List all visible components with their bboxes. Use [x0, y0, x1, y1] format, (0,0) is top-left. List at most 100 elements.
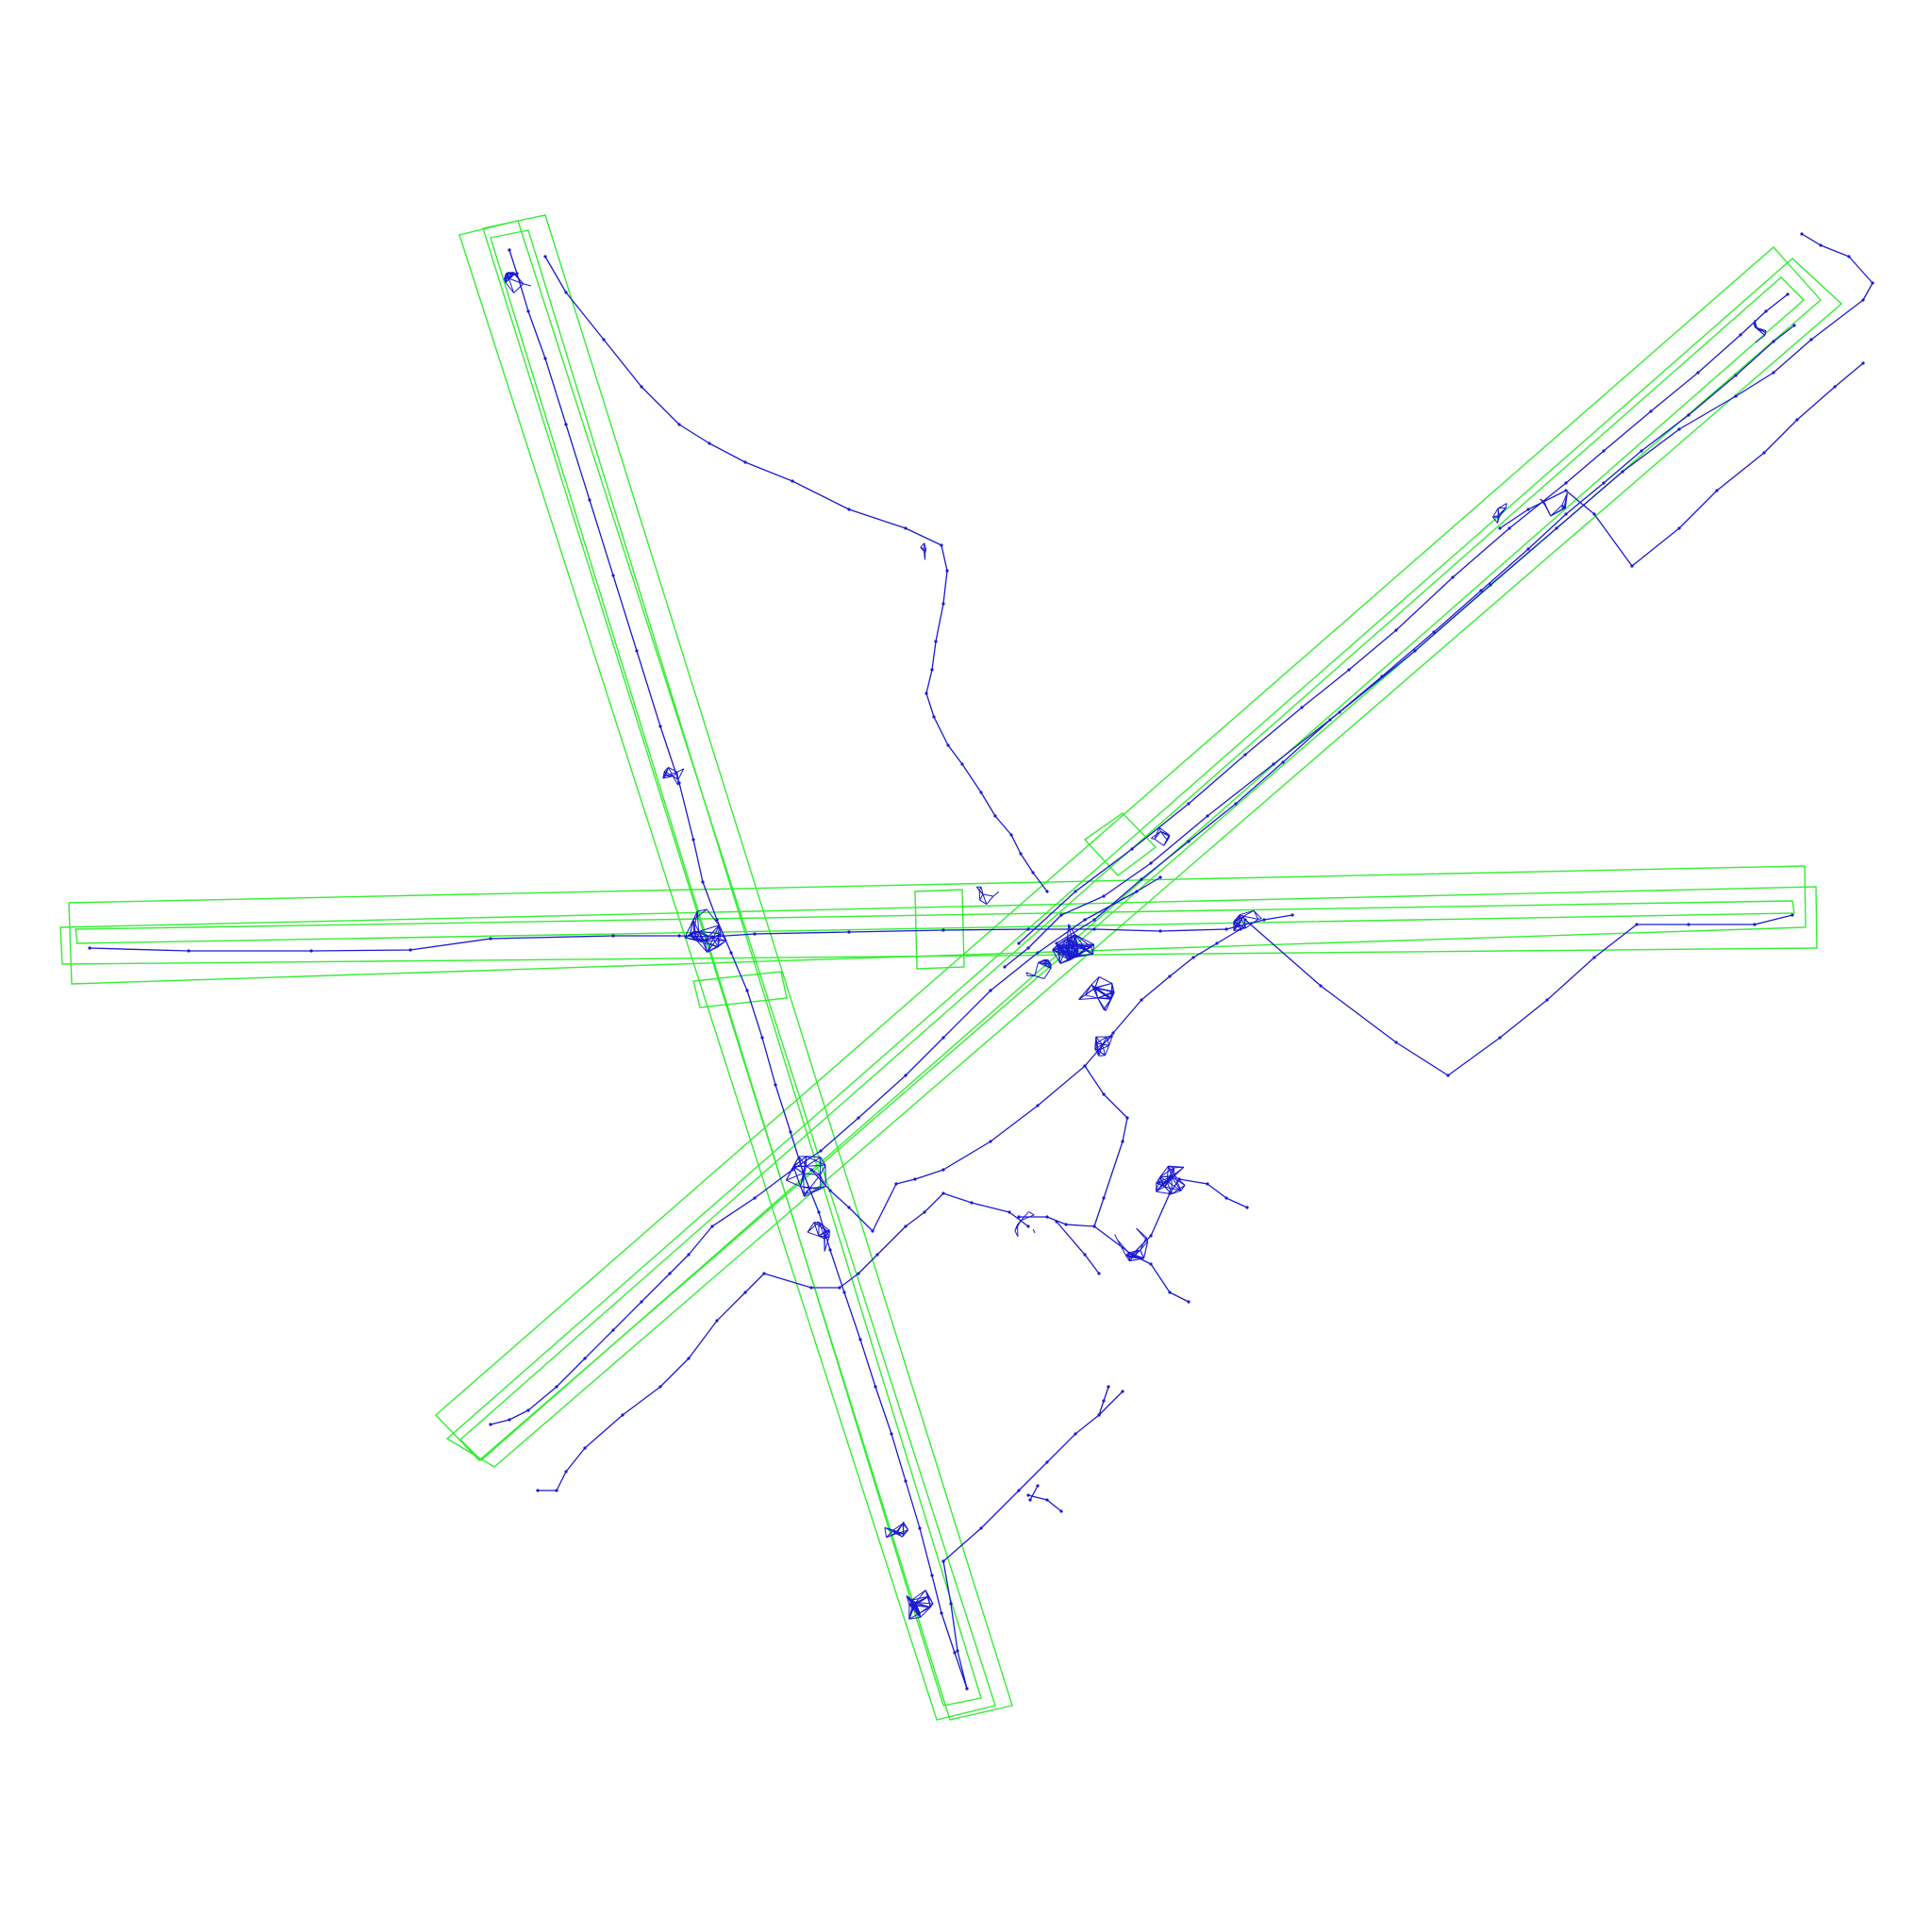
mesh-edge: [1052, 948, 1059, 951]
graph-node: [1206, 814, 1209, 818]
mesh-edge: [1058, 948, 1078, 957]
graph-node: [1092, 927, 1096, 931]
graph-node: [583, 1446, 587, 1450]
graph-node: [1017, 1215, 1021, 1219]
graph-node: [762, 1272, 766, 1275]
mesh-edge: [684, 919, 694, 939]
mesh-edge: [1107, 1035, 1113, 1038]
mesh-edge: [824, 1236, 830, 1252]
mesh-edge: [692, 919, 700, 932]
mesh-edge: [677, 768, 685, 780]
mesh-edge: [1125, 1252, 1129, 1257]
graph-node: [1092, 1224, 1096, 1228]
graph-node: [1677, 526, 1681, 530]
graph-node: [1158, 875, 1162, 879]
graph-node: [611, 934, 615, 938]
graph-node: [1111, 1031, 1115, 1035]
graph-node: [1130, 1253, 1134, 1257]
runway-outlines: [59, 214, 1843, 1721]
mesh-edge: [1755, 335, 1766, 343]
mesh-edge: [804, 1188, 810, 1197]
mesh-edge: [792, 1166, 802, 1187]
graph-node: [1055, 1220, 1058, 1224]
mesh-edge: [803, 1173, 805, 1194]
taxiway-segment: [810, 928, 1241, 1232]
mesh-edge: [1235, 914, 1241, 927]
graph-node: [993, 814, 997, 818]
graph-node: [526, 309, 530, 313]
mesh-edge: [1140, 1249, 1144, 1258]
graph-node: [1107, 1385, 1110, 1389]
graph-node: [1677, 427, 1681, 431]
graph-node: [828, 1189, 832, 1192]
mesh-edge: [513, 283, 525, 293]
graph-node: [1168, 1191, 1172, 1195]
graph-node: [1507, 526, 1511, 530]
graph-node: [1319, 984, 1323, 988]
graph-node: [687, 1357, 691, 1360]
graph-node: [508, 248, 511, 252]
runway-c-outer: [68, 865, 1807, 985]
mesh-edge: [1235, 925, 1246, 929]
mesh-edge: [1171, 1166, 1185, 1177]
mesh-edge: [1094, 987, 1112, 999]
graph-node: [1036, 1484, 1040, 1488]
graph-node: [1413, 649, 1417, 653]
graph-node: [564, 423, 568, 426]
mesh-edge: [1174, 1166, 1184, 1169]
graph-node: [932, 715, 936, 719]
mesh-edge: [1092, 944, 1095, 955]
mesh-edge: [1154, 827, 1160, 840]
mesh-edge: [913, 1604, 922, 1618]
mesh-edge: [824, 1230, 827, 1238]
mesh-edge: [1094, 976, 1100, 989]
graph-node: [1602, 481, 1606, 485]
graph-node: [1215, 941, 1219, 945]
graph-node: [1800, 232, 1804, 236]
graph-node: [930, 1574, 934, 1577]
graph-node: [687, 1253, 691, 1257]
mesh-edge: [668, 767, 678, 773]
graph-node: [828, 1248, 832, 1252]
mesh-edge: [1125, 1255, 1144, 1259]
runway-c-mid: [75, 900, 1795, 944]
graph-node: [677, 934, 681, 938]
mesh-edge: [1058, 945, 1078, 950]
mesh-edge: [1143, 1241, 1149, 1258]
taxiway-segment: [1178, 1178, 1248, 1208]
graph-node: [668, 1272, 672, 1275]
mesh-edge: [1167, 836, 1171, 841]
mesh-edge: [1058, 948, 1061, 964]
mesh-edge: [1025, 972, 1028, 976]
mesh-edge: [712, 924, 720, 939]
mesh-edge: [1491, 508, 1499, 518]
graph-node: [924, 691, 928, 695]
graph-node: [526, 1408, 530, 1412]
graph-node: [1734, 394, 1738, 398]
graph-node: [1564, 489, 1568, 492]
graph-node: [611, 1328, 615, 1332]
graph-node: [1245, 1206, 1249, 1209]
graph-node: [489, 937, 492, 941]
graph-node: [949, 1602, 953, 1606]
graph-node: [489, 1423, 492, 1426]
mesh-edge: [1095, 1042, 1099, 1051]
mesh-edge: [697, 908, 708, 912]
mesh-edge: [979, 893, 984, 901]
mesh-edge: [786, 1173, 804, 1181]
mesh-edge: [690, 930, 699, 935]
graph-node: [1036, 951, 1040, 955]
graph-node: [729, 951, 733, 955]
mesh-edge: [1164, 1176, 1173, 1188]
graph-node: [1168, 974, 1172, 978]
mesh-edge: [820, 1186, 826, 1190]
graph-node: [1239, 927, 1242, 931]
graph-node: [1140, 877, 1143, 881]
mesh-edge: [1094, 987, 1099, 999]
mesh-edge: [1127, 1252, 1130, 1261]
mesh-edge: [924, 550, 926, 554]
mesh-edge: [508, 272, 514, 279]
mesh-edge: [1764, 332, 1767, 336]
mesh-edge: [1102, 1035, 1113, 1045]
graph-node: [760, 1036, 764, 1040]
